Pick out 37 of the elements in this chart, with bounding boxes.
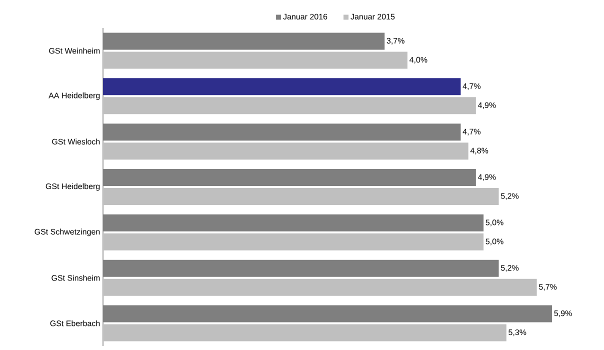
- y-tick-label: GSt Wiesloch: [52, 138, 100, 145]
- bar: [103, 78, 461, 96]
- data-label: 4,7%: [462, 128, 481, 136]
- data-label: 4,9%: [478, 174, 496, 181]
- y-tick-label: GSt Heidelberg: [46, 183, 100, 191]
- data-label: 5,2%: [500, 193, 519, 200]
- data-label: 5,0%: [486, 238, 504, 246]
- bar: [103, 52, 408, 69]
- data-label: 5,9%: [554, 310, 572, 318]
- bar: [103, 324, 506, 342]
- bar: [103, 188, 499, 205]
- y-tick-label: GSt Sinsheim: [52, 274, 100, 281]
- data-label: 4,8%: [470, 148, 488, 154]
- bar: [103, 97, 476, 114]
- data-label: 3,7%: [386, 38, 404, 45]
- legend-label: Januar 2016: [283, 14, 328, 20]
- data-label: 4,9%: [478, 102, 496, 109]
- bar: [103, 305, 552, 322]
- bar: [103, 214, 484, 232]
- y-tick-label: GSt Eberbach: [50, 320, 100, 326]
- bar: [103, 124, 461, 141]
- y-tick-label: GSt Schwetzingen: [34, 228, 100, 236]
- data-label: 5,0%: [486, 220, 504, 226]
- data-label: 5,7%: [539, 284, 557, 291]
- data-label: 4,7%: [462, 83, 481, 90]
- data-label: 5,2%: [500, 265, 519, 272]
- data-label: 5,3%: [508, 329, 526, 336]
- bar: [103, 168, 476, 186]
- bar: [103, 233, 484, 250]
- bar: [103, 278, 537, 296]
- bar: [103, 142, 468, 160]
- y-tick-label: AA Heidelberg: [48, 92, 100, 100]
- bar: [103, 32, 385, 50]
- legend-label: Januar 2015: [350, 14, 395, 20]
- data-label: 4,0%: [409, 56, 428, 64]
- y-tick-label: GSt Weinheim: [49, 48, 100, 54]
- bar: [103, 260, 499, 277]
